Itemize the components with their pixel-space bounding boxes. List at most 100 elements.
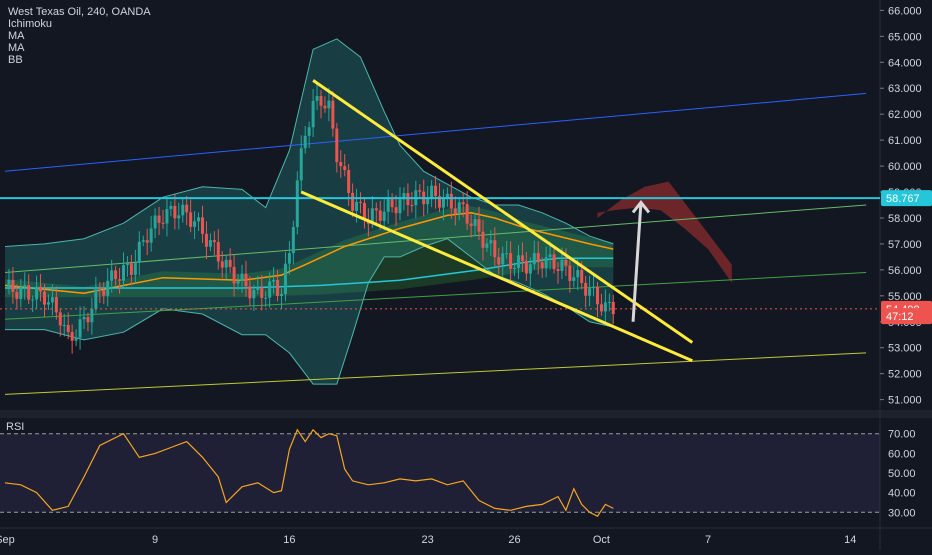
candle-body[interactable]	[141, 240, 145, 242]
candle-body[interactable]	[469, 223, 473, 226]
candle-body[interactable]	[564, 259, 568, 266]
candle-body[interactable]	[592, 286, 596, 289]
candle-body[interactable]	[62, 324, 66, 326]
candle-body[interactable]	[181, 204, 185, 216]
candle-body[interactable]	[19, 287, 23, 300]
candle-body[interactable]	[382, 211, 386, 221]
candle-body[interactable]	[398, 199, 402, 214]
candle-body[interactable]	[43, 291, 46, 305]
candle-body[interactable]	[599, 304, 603, 312]
candle-body[interactable]	[212, 240, 216, 243]
candle-body[interactable]	[240, 273, 244, 282]
wedge-lower-trendline[interactable]	[300, 190, 693, 363]
candle-body[interactable]	[252, 290, 256, 299]
candle-body[interactable]	[264, 297, 268, 299]
candle-body[interactable]	[394, 207, 398, 214]
candle-body[interactable]	[552, 254, 556, 270]
indicator-ichimoku[interactable]: Ichimoku	[8, 18, 53, 30]
candle-body[interactable]	[173, 205, 177, 219]
candle-body[interactable]	[303, 135, 307, 149]
candle-body[interactable]	[441, 198, 445, 208]
wedge-upper-trendline[interactable]	[312, 79, 694, 344]
candle-body[interactable]	[457, 202, 461, 214]
rsi-line[interactable]	[4, 428, 614, 517]
candle-body[interactable]	[208, 240, 212, 247]
candle-body[interactable]	[287, 253, 291, 264]
candle-body[interactable]	[517, 255, 520, 268]
indicator-bb[interactable]: BB	[8, 54, 23, 66]
candle-body[interactable]	[607, 301, 611, 303]
candle-body[interactable]	[323, 105, 327, 109]
candle-body[interactable]	[7, 279, 11, 289]
candle-body[interactable]	[256, 287, 260, 291]
candle-body[interactable]	[272, 280, 276, 282]
candle-body[interactable]	[102, 290, 106, 296]
candle-body[interactable]	[283, 263, 287, 295]
symbol-title[interactable]: West Texas Oil, 240, OANDA	[8, 6, 151, 18]
candle-body[interactable]	[244, 273, 248, 287]
up-arrow-shaft[interactable]	[631, 202, 643, 322]
candle-body[interactable]	[201, 217, 204, 234]
candle-body[interactable]	[418, 190, 422, 192]
candle-body[interactable]	[430, 185, 434, 199]
candle-body[interactable]	[576, 269, 580, 278]
candle-body[interactable]	[23, 285, 27, 288]
candle-body[interactable]	[588, 288, 592, 296]
candle-body[interactable]	[228, 259, 232, 267]
candle-body[interactable]	[540, 262, 544, 269]
candle-body[interactable]	[311, 100, 315, 128]
candle-body[interactable]	[129, 263, 133, 275]
candle-body[interactable]	[603, 302, 607, 312]
candle-body[interactable]	[473, 219, 477, 226]
candle-body[interactable]	[410, 205, 414, 207]
candle-body[interactable]	[536, 253, 540, 263]
candle-body[interactable]	[351, 192, 355, 211]
candle-body[interactable]	[74, 337, 78, 341]
candle-body[interactable]	[580, 269, 584, 283]
price-badge[interactable]	[881, 190, 932, 207]
candle-body[interactable]	[449, 193, 453, 209]
candle-body[interactable]	[118, 279, 122, 281]
candle-body[interactable]	[90, 308, 94, 323]
candle-body[interactable]	[153, 215, 157, 229]
horizontal-level-layer[interactable]	[0, 197, 880, 310]
candle-body[interactable]	[216, 242, 220, 262]
candle-body[interactable]	[426, 198, 430, 205]
candle-body[interactable]	[197, 217, 201, 222]
candle-body[interactable]	[27, 285, 31, 300]
candle-body[interactable]	[114, 270, 118, 280]
candle-body[interactable]	[378, 210, 382, 221]
candle-body[interactable]	[185, 204, 189, 213]
candle-body[interactable]	[572, 277, 576, 281]
candle-body[interactable]	[560, 259, 564, 271]
candle-body[interactable]	[125, 263, 129, 266]
candle-body[interactable]	[505, 253, 509, 255]
candle-body[interactable]	[70, 331, 74, 341]
indicator-ma-1[interactable]: MA	[8, 30, 25, 42]
candle-body[interactable]	[339, 162, 343, 167]
candle-body[interactable]	[315, 96, 319, 101]
indicator-ma-2[interactable]: MA	[8, 42, 25, 54]
candle-body[interactable]	[46, 302, 50, 305]
candle-body[interactable]	[501, 253, 505, 265]
candle-body[interactable]	[513, 267, 517, 269]
candle-body[interactable]	[82, 316, 86, 320]
candle-body[interactable]	[50, 297, 54, 303]
candle-body[interactable]	[453, 208, 457, 214]
candle-body[interactable]	[122, 265, 125, 281]
candle-body[interactable]	[169, 205, 173, 210]
candle-body[interactable]	[327, 100, 331, 109]
candle-body[interactable]	[232, 266, 236, 284]
candle-body[interactable]	[295, 180, 299, 228]
candle-body[interactable]	[11, 279, 15, 293]
up-arrow-head[interactable]	[631, 200, 651, 214]
candle-body[interactable]	[280, 294, 283, 296]
candle-body[interactable]	[477, 219, 481, 232]
candle-body[interactable]	[528, 264, 532, 274]
candle-body[interactable]	[331, 100, 335, 129]
candle-body[interactable]	[260, 287, 264, 298]
candle-body[interactable]	[568, 265, 572, 281]
candle-body[interactable]	[31, 299, 35, 301]
candle-body[interactable]	[524, 260, 528, 274]
candle-body[interactable]	[15, 292, 19, 300]
